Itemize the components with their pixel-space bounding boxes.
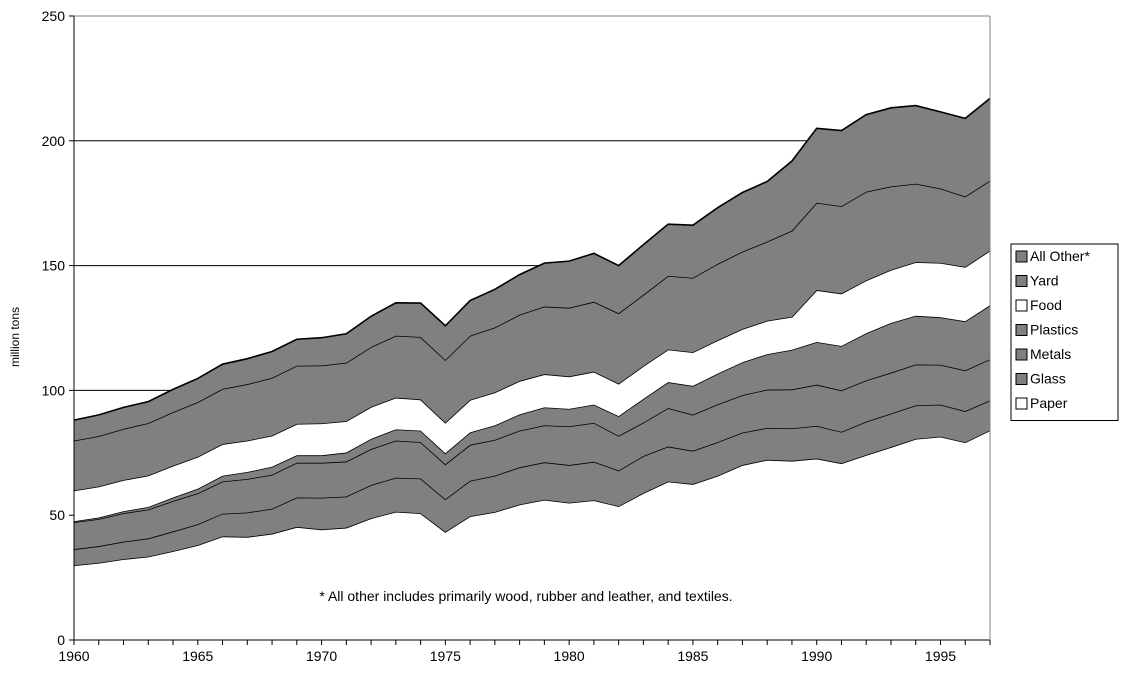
y-tick-label: 250 — [42, 8, 66, 24]
legend-swatch — [1015, 324, 1028, 336]
y-tick-label: 0 — [57, 632, 65, 648]
axes — [69, 15, 991, 645]
area-paper — [74, 430, 990, 640]
legend-swatch — [1015, 397, 1028, 410]
area-metals — [74, 359, 990, 550]
legend-label: Glass — [1030, 371, 1066, 387]
legend-label: Metals — [1030, 346, 1071, 362]
legend-swatch — [1015, 275, 1028, 287]
x-tick-label: 1970 — [306, 648, 337, 664]
x-tick-label: 1990 — [801, 648, 832, 664]
y-tick-label: 150 — [42, 258, 66, 274]
legend-swatch — [1015, 250, 1028, 263]
x-tick-label: 1965 — [182, 648, 213, 664]
series-line-all-other — [73, 97, 991, 421]
legend-swatch — [1015, 373, 1028, 385]
x-tick-label: 1980 — [554, 648, 585, 664]
legend-swatch — [1015, 348, 1028, 361]
x-tick-label: 1995 — [925, 648, 956, 664]
y-tick-label: 100 — [42, 382, 66, 398]
x-tick-label: 1960 — [58, 648, 89, 664]
x-tick-labels: 1960 1965 1970 1975 1980 1985 1990 1995 — [58, 648, 956, 664]
legend-label: Yard — [1030, 273, 1059, 289]
y-tick-labels: 0 50 100 150 200 250 — [42, 8, 66, 648]
x-tick-label: 1985 — [677, 648, 708, 664]
legend-box — [1010, 243, 1119, 421]
area-food — [74, 250, 990, 522]
area-plastics — [74, 305, 990, 523]
legend-label: Paper — [1030, 395, 1068, 411]
legend: All Other* Yard Food Plastics Metals Glass Pap… — [1010, 243, 1119, 421]
x-tick-label: 1975 — [430, 648, 461, 664]
y-axis-label: million tons — [8, 307, 22, 367]
area-yard — [74, 180, 990, 491]
annotation-note: * All other includes primarily wood, rub… — [319, 588, 732, 604]
legend-label: Plastics — [1030, 322, 1078, 338]
y-tick-label: 50 — [49, 507, 65, 523]
legend-label: All Other* — [1030, 248, 1090, 264]
y-tick-label: 200 — [42, 133, 66, 149]
series-areas — [73, 97, 991, 640]
legend-swatch — [1015, 299, 1028, 312]
legend-label: Food — [1030, 297, 1062, 313]
area-glass — [74, 400, 990, 566]
